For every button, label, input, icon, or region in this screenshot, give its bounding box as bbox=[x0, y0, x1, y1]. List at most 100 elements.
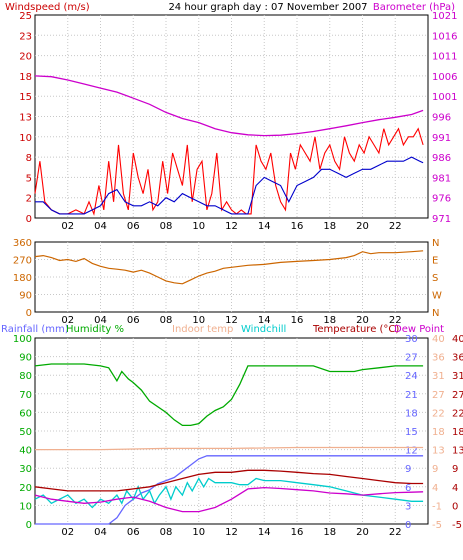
humidity-left-tick-label: 60 bbox=[19, 408, 32, 419]
barometer-right-tick-label: 1001 bbox=[432, 92, 457, 103]
rainfall-right-tick-label: 3 bbox=[405, 501, 411, 512]
temperature-right-tick-label: 18 bbox=[452, 427, 463, 438]
wind-direction-degrees-left-tick-label: 180 bbox=[13, 273, 32, 284]
wind-direction-degrees-left-tick-label: 90 bbox=[19, 291, 32, 302]
windspeed-average-line bbox=[35, 156, 424, 215]
humidity-left-tick-label: 10 bbox=[19, 501, 32, 512]
rainfall-right-tick-label: 15 bbox=[405, 427, 418, 438]
temperature-right-tick-label: 9 bbox=[452, 464, 458, 475]
chart-title: 24 hour graph day : 07 November 2007 bbox=[168, 2, 367, 13]
rainfall-right-tick-label: 21 bbox=[405, 390, 418, 401]
humidity-left-tick-label: 50 bbox=[19, 427, 32, 438]
temperature-right-tick-label: -5 bbox=[452, 520, 462, 531]
wind-barometer-x-tick-label: 18 bbox=[323, 221, 336, 232]
barometer-right-tick-label: 1021 bbox=[432, 11, 457, 22]
windspeed-left-tick-label: 10 bbox=[19, 133, 32, 144]
barometer-right-tick-label: 971 bbox=[432, 214, 451, 225]
windspeed-left-tick-label: 2 bbox=[26, 194, 32, 205]
humidity-left-tick-label: 30 bbox=[19, 464, 32, 475]
wind-direction-degrees-left-tick-label: 0 bbox=[26, 308, 32, 319]
windspeed-left-tick-label: 20 bbox=[19, 52, 32, 63]
indoor-temp-right-tick-label: 22 bbox=[432, 408, 445, 419]
barometer-right-tick-label: 996 bbox=[432, 113, 451, 124]
temp-humidity-x-tick-label: 22 bbox=[389, 527, 402, 538]
indoor-temp-right-tick-label: 27 bbox=[432, 390, 445, 401]
windspeed-left-tick-label: 13 bbox=[19, 113, 32, 124]
barometer-right-tick-label: 1016 bbox=[432, 31, 457, 42]
windspeed-left-tick-label: 23 bbox=[19, 31, 32, 42]
temp-humidity-x-tick-label: 20 bbox=[356, 527, 369, 538]
temp-humidity-x-tick-label: 10 bbox=[192, 527, 205, 538]
temp-humidity-x-tick-label: 18 bbox=[323, 527, 336, 538]
humidity-line bbox=[34, 363, 424, 427]
wind-direction-plot-frame bbox=[34, 241, 429, 313]
indoor-temp-right-tick-label: 4 bbox=[432, 483, 438, 494]
barometer-right-tick-label: 1011 bbox=[432, 52, 457, 63]
barometer-axis-label: Barometer (hPa) bbox=[373, 2, 455, 13]
windchill-line bbox=[34, 477, 424, 509]
temp-humidity-x-tick-label: 14 bbox=[258, 527, 271, 538]
indoor-temp-line bbox=[35, 446, 424, 451]
rainfall-right-tick-label: 27 bbox=[405, 353, 418, 364]
humidity-left-tick-label: 100 bbox=[13, 334, 32, 345]
wind-direction-x-tick-label: 06 bbox=[127, 315, 140, 326]
wind-direction-x-tick-label: 20 bbox=[356, 315, 369, 326]
rainfall-right-tick-label: 18 bbox=[405, 408, 418, 419]
rainfall-right-tick-label: 12 bbox=[405, 446, 418, 457]
windspeed-axis-label: Windspeed (m/s) bbox=[5, 2, 90, 13]
barometer-right-tick-label: 991 bbox=[432, 133, 451, 144]
wind-barometer-x-tick-label: 02 bbox=[61, 221, 74, 232]
rainfall-line bbox=[35, 455, 424, 525]
wind-direction-x-tick-label: 18 bbox=[323, 315, 336, 326]
temperature-right-tick-label: 4 bbox=[452, 483, 458, 494]
rainfall-axis-label: Rainfall (mm) bbox=[1, 324, 69, 335]
windspeed-left-tick-label: 18 bbox=[19, 72, 32, 83]
wind-barometer-x-tick-label: 16 bbox=[291, 221, 304, 232]
rainfall-right-tick-label: 0 bbox=[405, 520, 411, 531]
windspeed-left-tick-label: 15 bbox=[19, 92, 32, 103]
rainfall-right-tick-label: 24 bbox=[405, 371, 418, 382]
indoor-temp-right-tick-label: 9 bbox=[432, 464, 438, 475]
temperature-right-tick-label: 36 bbox=[452, 353, 463, 364]
temperature-right-tick-label: 13 bbox=[452, 446, 463, 457]
indoor-temp-axis-label: Indoor temp bbox=[172, 324, 233, 335]
wind-direction-x-tick-label: 22 bbox=[389, 315, 402, 326]
indoor-temp-right-tick-label: 36 bbox=[432, 353, 445, 364]
wind-barometer-panel: 02 04 06 08 10 12 14 16 18 20 22025810131518202325… bbox=[19, 11, 457, 232]
humidity-left-tick-label: 80 bbox=[19, 371, 32, 382]
temperature-right-tick-label: 40 bbox=[452, 334, 463, 345]
temp-humidity-x-tick-label: 16 bbox=[291, 527, 304, 538]
wind-direction-compass-right-tick-label: W bbox=[432, 291, 442, 302]
wind-direction-compass-right-tick-label: S bbox=[432, 273, 438, 284]
wind-direction-compass-right-tick-label: N bbox=[432, 238, 439, 249]
temperature-right-tick-label: 22 bbox=[452, 408, 463, 419]
humidity-axis-label: Humidity % bbox=[66, 324, 124, 335]
rainfall-right-tick-label: 30 bbox=[405, 334, 418, 345]
indoor-temp-right-tick-label: -5 bbox=[432, 520, 442, 531]
temperature-right-tick-label: 0 bbox=[452, 501, 458, 512]
wind-barometer-x-tick-label: 10 bbox=[192, 221, 205, 232]
dew-point-line bbox=[34, 486, 424, 513]
wind-direction-x-tick-label: 02 bbox=[61, 315, 74, 326]
wind-barometer-x-tick-label: 14 bbox=[258, 221, 271, 232]
windchill-axis-label: Windchill bbox=[241, 324, 286, 335]
rainfall-right-tick-label: 9 bbox=[405, 464, 411, 475]
temp-humidity-x-tick-label: 06 bbox=[127, 527, 140, 538]
dewpoint-axis-label: Dew Point bbox=[394, 324, 444, 335]
wind-barometer-x-tick-label: 08 bbox=[160, 221, 173, 232]
wind-direction-degrees-left-tick-label: 360 bbox=[13, 238, 32, 249]
temp-humidity-x-tick-label: 12 bbox=[225, 527, 238, 538]
humidity-left-tick-label: 90 bbox=[19, 353, 32, 364]
temp-humidity-x-tick-label: 02 bbox=[61, 527, 74, 538]
humidity-left-tick-label: 70 bbox=[19, 390, 32, 401]
barometer-right-tick-label: 1006 bbox=[432, 72, 457, 83]
wind-barometer-x-tick-label: 06 bbox=[127, 221, 140, 232]
temperature-right-tick-label: 31 bbox=[452, 371, 463, 382]
temperature-humidity-panel: 02 04 06 08 10 12 14 16 18 20 22010203040506070809… bbox=[13, 334, 463, 538]
indoor-temp-right-tick-label: 31 bbox=[432, 371, 445, 382]
wind-direction-x-tick-label: 16 bbox=[291, 315, 304, 326]
temperature-line bbox=[34, 469, 424, 492]
temperature-right-tick-label: 27 bbox=[452, 390, 463, 401]
